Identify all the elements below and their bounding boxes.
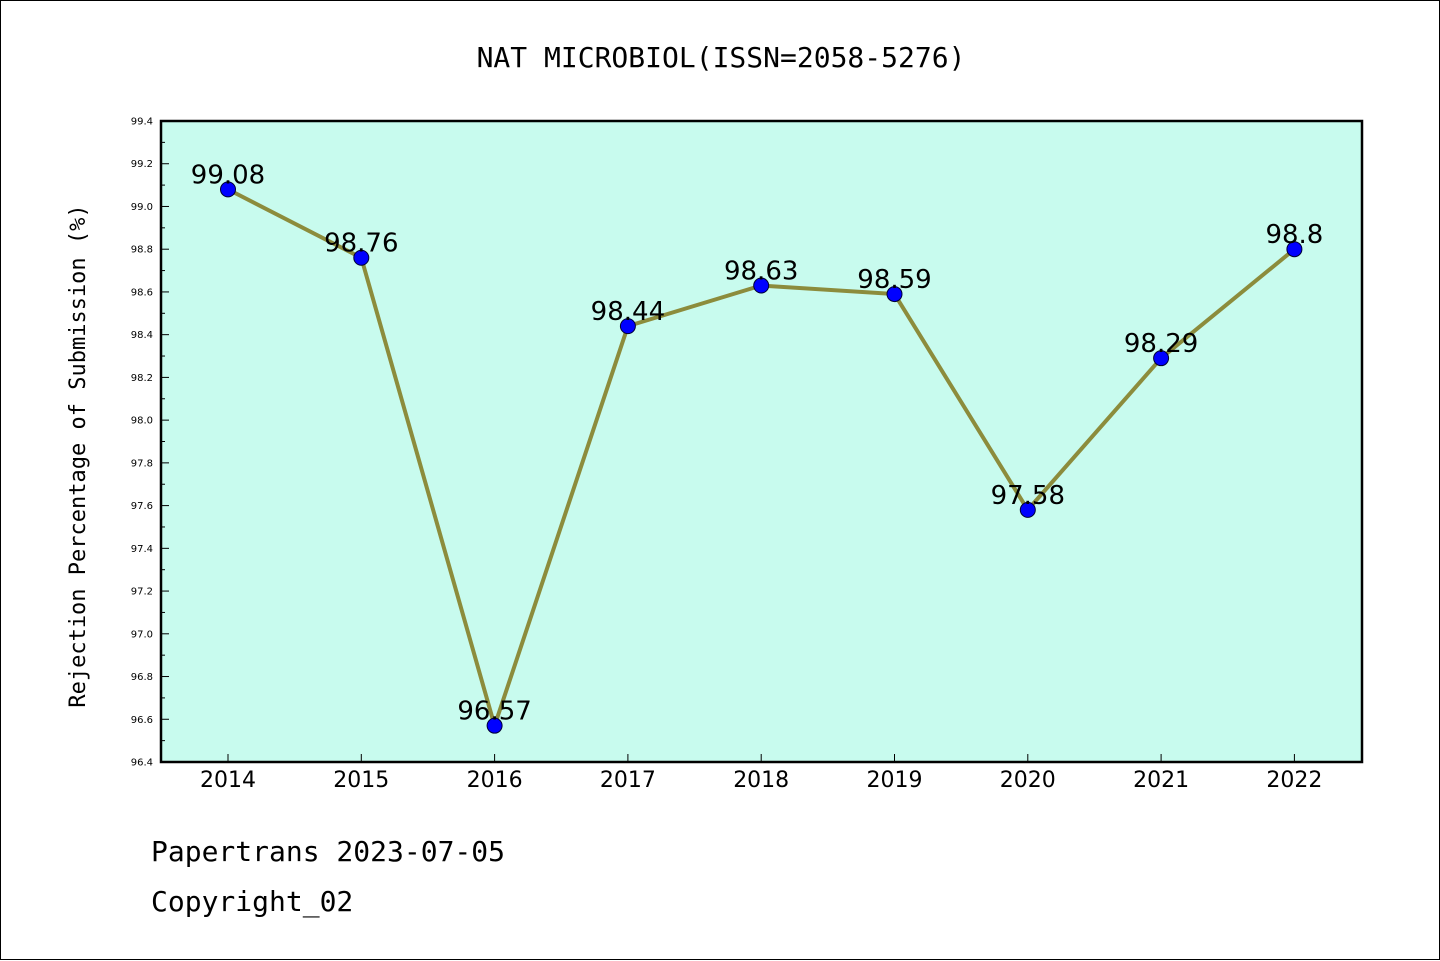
x-tick-label: 2017 (600, 768, 656, 793)
data-value-label: 98.59 (857, 265, 931, 295)
y-tick-label: 98.4 (131, 330, 153, 341)
y-tick-label: 99.4 (131, 117, 153, 128)
y-tick-label: 98.0 (131, 416, 153, 427)
footer-copyright-text: Copyright_02 (151, 885, 354, 918)
data-point-marker (220, 181, 236, 198)
data-point-marker (619, 318, 636, 335)
data-point-marker (1153, 350, 1170, 367)
y-tick-label: 96.8 (131, 672, 153, 683)
y-axis-label: Rejection Percentage of Submission (%) (66, 204, 91, 707)
y-tick-label: 98.2 (131, 373, 153, 384)
data-point-marker (1286, 241, 1303, 258)
data-point-marker (486, 717, 503, 734)
footer-date-text: Papertrans 2023-07-05 (151, 835, 506, 868)
x-tick-label: 2018 (733, 768, 789, 793)
data-value-label: 97.58 (991, 481, 1065, 511)
data-point-marker (353, 249, 370, 266)
chart-title: NAT MICROBIOL(ISSN=2058-5276) (477, 41, 966, 74)
x-tick-label: 2015 (333, 768, 389, 793)
data-value-label: 98.8 (1265, 220, 1323, 250)
data-labels-group: 99.08 98.76 96.57 98.44 98.63 98.59 97.58 98.29… (191, 160, 1324, 726)
y-tick-label: 98.8 (131, 245, 153, 256)
y-tick-label: 99.0 (131, 202, 153, 213)
y-tick-label: 99.2 (131, 159, 153, 170)
y-tick-label: 98.6 (131, 287, 153, 298)
y-tick-label: 97.6 (131, 501, 153, 512)
x-tick-label: 2016 (467, 768, 523, 793)
data-value-label: 98.29 (1124, 329, 1198, 359)
y-tick-label: 97.4 (131, 544, 153, 555)
data-value-label: 98.63 (724, 257, 798, 287)
data-value-label: 98.44 (591, 297, 665, 327)
y-tick-label: 97.0 (131, 629, 153, 640)
series-group (220, 181, 1303, 734)
y-tick-label: 97.2 (131, 587, 153, 598)
data-value-label: 96.57 (457, 697, 531, 727)
data-point-marker (886, 286, 903, 303)
y-tick-label: 97.8 (131, 458, 153, 469)
x-tick-label: 2020 (1000, 768, 1056, 793)
plot-area (159, 119, 1364, 764)
y-tick-label: 96.6 (131, 715, 153, 726)
x-tick-label: 2022 (1266, 768, 1322, 793)
data-value-label: 99.08 (191, 160, 265, 190)
data-value-label: 98.76 (324, 229, 398, 259)
y-axis: 96.4 96.6 96.8 97.0 97.2 97.4 97.6 97.8 98.0 98.2… (131, 117, 169, 769)
x-tick-label: 2021 (1133, 768, 1189, 793)
x-tick-label: 2014 (200, 768, 256, 793)
x-tick-label: 2019 (867, 768, 923, 793)
y-tick-label: 96.4 (131, 758, 153, 769)
data-point-marker (1019, 501, 1036, 518)
data-point-marker (753, 277, 770, 294)
x-axis: 2014 2015 2016 2017 2018 2019 2020 2021 2022 (200, 754, 1322, 793)
